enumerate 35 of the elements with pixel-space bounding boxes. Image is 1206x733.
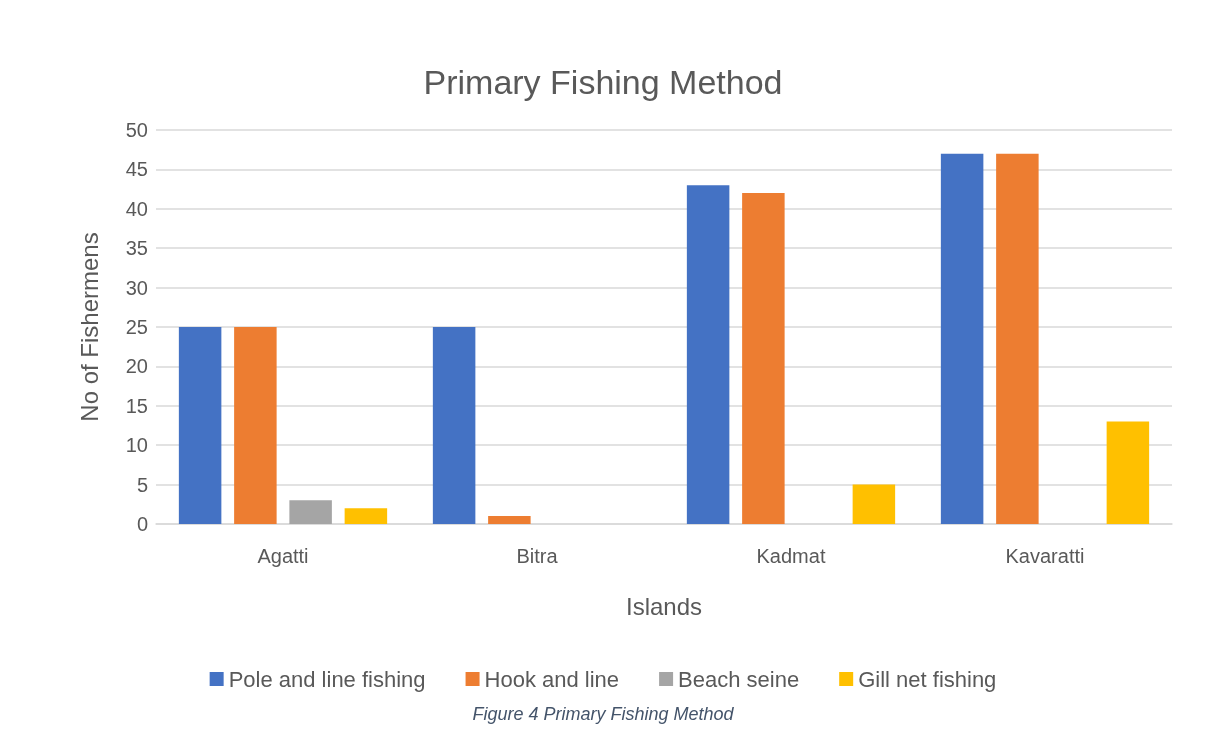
x-tick-label: Kavaratti	[1005, 545, 1085, 567]
y-tick-label: 20	[125, 355, 148, 378]
bar	[289, 500, 332, 524]
y-tick-label: 15	[125, 394, 148, 417]
bar	[432, 327, 476, 524]
bar	[344, 508, 388, 524]
bar	[852, 484, 896, 524]
x-tick-label: Kadmat	[756, 545, 826, 567]
bar	[996, 153, 1039, 524]
legend-label: Hook and line	[484, 666, 620, 692]
y-tick-label: 0	[136, 513, 148, 535]
legend-label: Beach seine	[678, 666, 800, 692]
caption: Figure 4 Primary Fishing Method	[472, 704, 735, 724]
bar	[488, 516, 531, 524]
y-tick-label: 35	[125, 237, 148, 260]
bar	[1106, 421, 1150, 524]
chart-title: Primary Fishing Method	[423, 63, 783, 101]
x-axis-title: Islands	[625, 592, 703, 620]
x-tick-label: Bitra	[516, 545, 559, 567]
y-axis-title: No of Fishermens	[75, 232, 103, 422]
legend-label: Pole and line fishing	[228, 666, 426, 692]
y-tick-label: 50	[125, 119, 148, 141]
y-tick-label: 10	[125, 434, 148, 457]
x-tick-label: Agatti	[257, 545, 309, 567]
bar	[178, 327, 222, 524]
y-tick-label: 25	[125, 316, 148, 338]
bar	[686, 185, 730, 524]
y-tick-label: 45	[125, 158, 148, 181]
bar	[940, 153, 984, 524]
legend-label: Gill net fishing	[858, 666, 997, 692]
y-tick-label: 5	[136, 473, 148, 496]
y-tick-label: 40	[125, 197, 148, 220]
bar	[742, 193, 785, 524]
bar	[234, 327, 277, 524]
y-tick-label: 30	[125, 276, 148, 299]
